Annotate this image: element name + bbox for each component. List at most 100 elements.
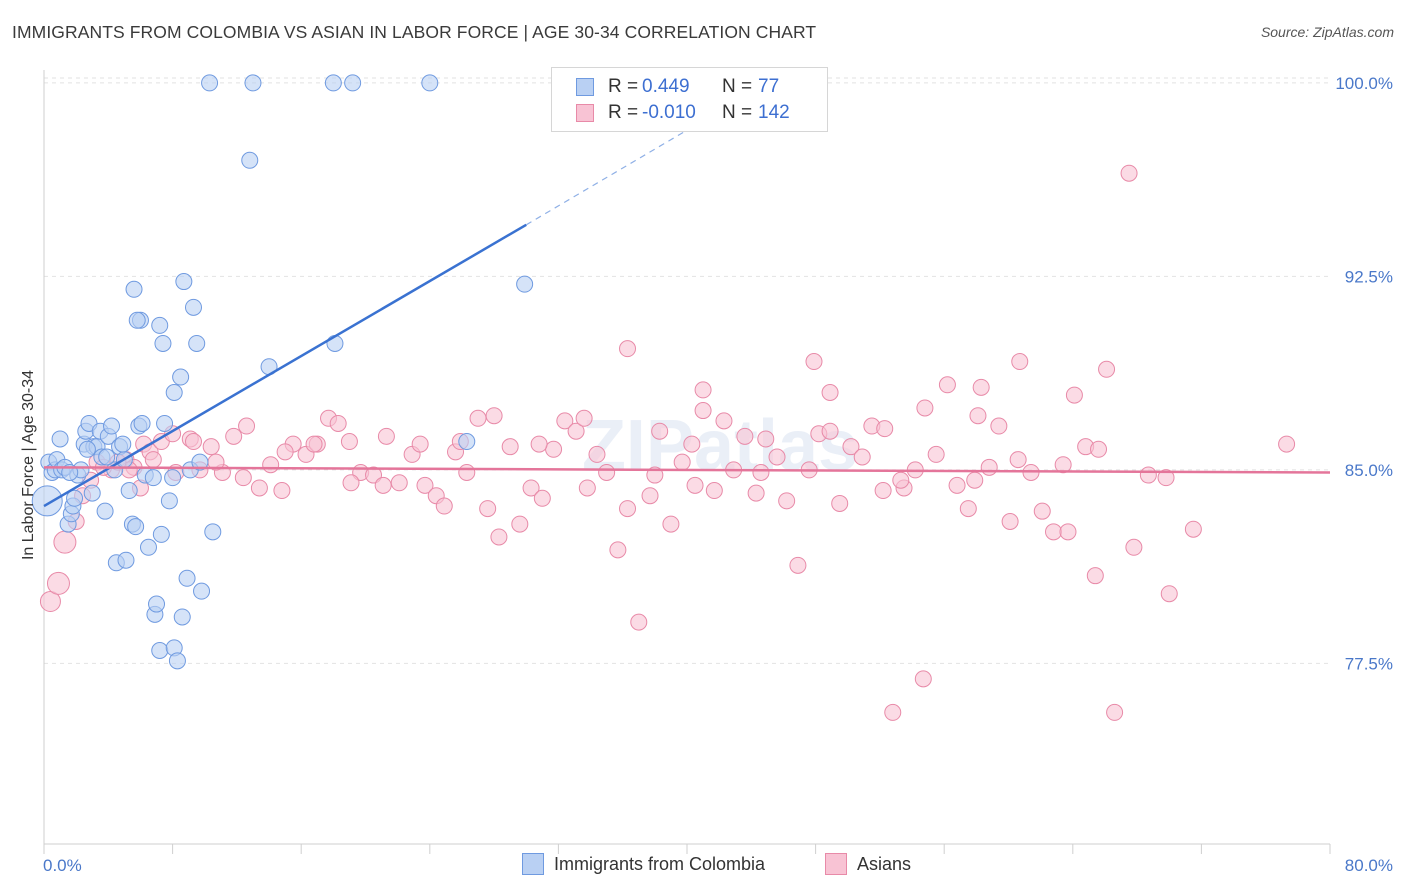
colombia-point: [128, 311, 146, 329]
asian-point: [705, 482, 723, 500]
n-value: 142: [758, 102, 790, 123]
asian-point: [966, 471, 984, 489]
asian-point: [469, 409, 487, 427]
asian-point: [884, 703, 902, 721]
colombia-point: [193, 582, 211, 600]
colombia-point: [114, 435, 132, 453]
asian-point: [533, 489, 551, 507]
asian-point: [842, 438, 860, 456]
asian-point: [641, 487, 659, 505]
colombia-point: [164, 469, 182, 487]
colombia-point: [168, 652, 186, 670]
asian-point: [1009, 451, 1027, 469]
y-tick-label: 77.5%: [1345, 654, 1393, 673]
source-credit: Source: ZipAtlas.com: [1260, 24, 1394, 40]
n-value: 77: [758, 76, 780, 97]
asian-point: [411, 435, 429, 453]
colombia-point: [151, 316, 169, 334]
asian-point: [990, 417, 1008, 435]
asian-point: [234, 469, 252, 487]
asian-point: [144, 451, 162, 469]
asian-point: [789, 556, 807, 574]
asian-point: [757, 430, 775, 448]
x-tick-label: 0.0%: [43, 856, 82, 875]
asian-point: [458, 463, 476, 481]
asian-point: [715, 412, 733, 430]
colombia-point: [175, 273, 193, 291]
colombia-point: [241, 151, 259, 169]
asian-point: [567, 422, 585, 440]
asian-point: [545, 440, 563, 458]
asians-points: [39, 164, 1296, 721]
asian-point: [490, 528, 508, 546]
asian-point: [262, 456, 280, 474]
colombia-point: [326, 334, 344, 352]
r-value: 0.449: [642, 76, 690, 97]
asian-point: [501, 438, 519, 456]
colombia-point: [188, 334, 206, 352]
colombia-point: [173, 608, 191, 626]
asian-point: [969, 407, 987, 425]
colombia-point: [133, 414, 151, 432]
n-label: N =: [722, 102, 753, 123]
asian-point: [1059, 523, 1077, 541]
bottom-legend-swatch-asians: [825, 853, 847, 875]
colombia-point: [120, 482, 138, 500]
asian-point: [662, 515, 680, 533]
asian-point: [694, 402, 712, 420]
asian-point: [831, 494, 849, 512]
colombia-point: [165, 384, 183, 401]
colombia-point: [156, 414, 174, 432]
asian-point: [202, 438, 220, 456]
asian-point: [853, 448, 871, 466]
n-label: N =: [722, 76, 753, 97]
asian-point: [736, 427, 754, 445]
asian-point: [46, 571, 70, 595]
asian-point: [619, 340, 637, 358]
asian-point: [485, 407, 503, 425]
legend-swatch-colombia: [576, 78, 594, 96]
asian-point: [959, 500, 977, 518]
asian-point: [329, 414, 347, 432]
asian-point: [778, 492, 796, 510]
colombia-point: [125, 280, 143, 298]
asian-point: [1125, 538, 1143, 556]
y-axis-title: In Labor Force | Age 30-34: [20, 370, 37, 560]
asian-point: [1098, 360, 1116, 378]
asian-point: [686, 476, 704, 494]
asian-point: [1090, 440, 1108, 458]
asian-trend-line: [43, 466, 1331, 474]
correlation-legend: R = 0.449 N = 77 R = -0.010 N = 142: [551, 67, 828, 132]
colombia-point: [458, 433, 476, 451]
colombia-point: [117, 551, 135, 569]
asian-point: [927, 445, 945, 463]
asian-point: [892, 471, 910, 489]
bottom-legend-label: Immigrants from Colombia: [554, 853, 766, 874]
colombia-point: [201, 74, 219, 92]
legend-row-colombia: R = 0.449 N = 77: [576, 76, 779, 98]
asian-point: [522, 479, 540, 497]
colombia-point: [184, 298, 202, 316]
asian-point: [747, 484, 765, 502]
r-label: R =: [608, 76, 639, 97]
colombia-point: [66, 489, 84, 507]
asian-point: [673, 453, 691, 471]
asian-point: [694, 381, 712, 399]
colombia-point: [154, 334, 172, 352]
asian-point: [305, 435, 323, 453]
asian-point: [530, 435, 548, 453]
colombia-point: [78, 440, 96, 458]
asian-point: [184, 433, 202, 451]
x-tick-label: 80.0%: [1345, 856, 1393, 875]
asian-point: [342, 474, 360, 492]
colombia-points: [31, 74, 534, 670]
asian-point: [511, 515, 529, 533]
colombia-point: [51, 430, 69, 448]
asian-point: [1160, 585, 1178, 603]
grid: [44, 77, 1330, 664]
asian-point: [948, 476, 966, 494]
r-value: -0.010: [642, 102, 696, 123]
asian-point: [1157, 469, 1175, 487]
asian-point: [821, 384, 839, 401]
asian-point: [646, 466, 664, 484]
